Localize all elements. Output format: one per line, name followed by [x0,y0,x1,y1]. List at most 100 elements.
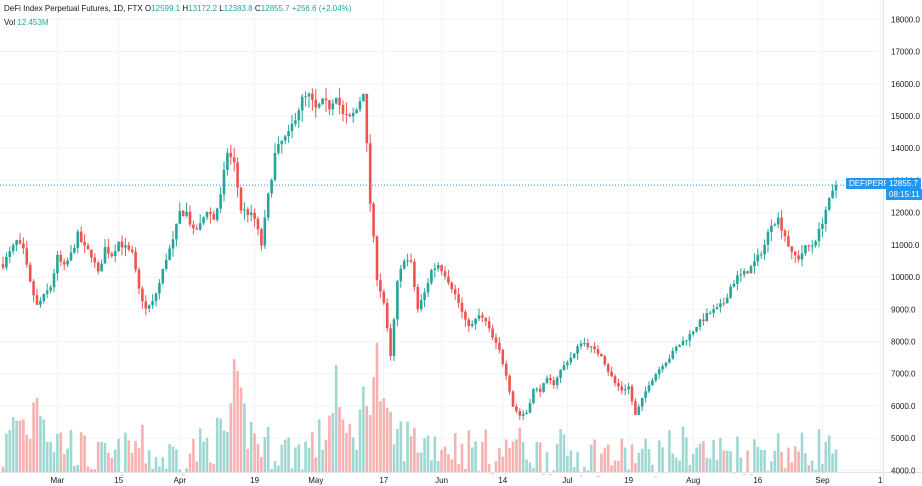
volume-bar [83,435,86,472]
volume-bar [49,441,52,472]
volume-bar [307,447,311,472]
volume-bar [549,474,552,476]
symbol-tag: DEFIPERP [846,178,893,189]
volume-bar [440,449,443,472]
volume-bar [392,444,396,472]
volume-bar [610,465,613,472]
candle-body [130,249,134,252]
candle-body [712,309,715,313]
candle-body [117,241,120,252]
volume-bar [753,439,756,472]
volume-bar [426,435,430,472]
candle-body [746,271,749,274]
candle-body [759,254,763,256]
candle-body [793,251,797,256]
volume-bar [328,415,331,472]
candle-body [239,187,243,211]
volume-bar [681,426,685,472]
volume-bar [39,415,42,472]
volume-bar [457,464,460,472]
candle-body [290,123,294,132]
candle-body [294,120,297,124]
volume-bar [226,431,229,472]
volume-bar [15,420,18,472]
volume-bar [552,470,556,472]
volume-bar [164,468,168,472]
volume-bar [215,417,219,472]
candle-body [219,194,222,209]
volume-bar [188,453,192,472]
x-tick-label: Sep [815,476,830,485]
volume-bar [287,437,290,472]
candle-body [406,260,409,262]
volume-bar [192,438,195,472]
candle-body [198,223,202,230]
volume-bar [691,454,695,472]
volume-bar [243,403,246,472]
candle-body [464,311,467,320]
volume-bar [746,450,749,472]
candle-body [69,252,73,261]
candle-body [79,231,83,242]
last-price-tag: 12855.7 [886,178,921,189]
candle-body [542,383,545,392]
candle-body [589,346,593,348]
candle-body [637,406,641,415]
volume-bar [433,436,437,472]
candle-body [103,247,107,264]
high-label: H [182,4,189,13]
candle-body [263,217,267,246]
volume-bar [151,468,154,472]
volume-bar [103,442,107,472]
candle-body [742,271,746,275]
candle-body [474,319,477,325]
candle-body [328,100,331,110]
candle-body [657,369,661,375]
candle-body [15,240,18,246]
change-value: +256.6 (+2.04%) [291,4,352,13]
y-tick-label: 10000.0 [891,273,920,282]
volume-bar [807,465,811,472]
candle-body [725,297,729,304]
volume-bar [617,460,620,472]
candle-body [59,254,63,262]
candle-body [76,231,80,248]
candle-body [681,340,685,346]
candle-body [491,328,494,338]
candle-body [158,283,161,294]
volume-bar [654,476,658,478]
candle-body [579,343,583,347]
x-tick-label: Apr [174,476,187,485]
candle-body [630,386,634,402]
x-tick-label: Mar [51,476,65,485]
volume-bar [756,446,760,472]
symbol-title[interactable]: DeFi Index Perpetual Futures, 1D, FTX [4,4,143,13]
volume-bar [311,432,314,472]
candle-body [192,224,195,229]
x-tick-label: 19 [250,476,259,485]
candle-body [355,109,358,113]
candle-body [205,211,209,218]
candle-body [715,307,719,310]
volume-bar [317,419,321,472]
time-axis: Mar 15 Apr 19 May 17 Jun 14 Jul 19 Aug 16 Sep 1 [51,476,883,485]
volume-bar [144,463,148,472]
candle-body [732,283,736,287]
candle-body [127,245,131,250]
volume-bar [253,433,256,472]
volume-bar [110,458,114,472]
volume-bar [447,454,450,472]
candle-body [484,317,488,322]
volume-bar [790,462,794,472]
volume-bar [739,457,743,472]
volume-bar [749,474,753,476]
volume-bar [154,457,158,472]
candle-body [610,371,613,377]
volume-bar [297,444,301,472]
candle-body [702,319,705,322]
volume-bar [382,398,386,472]
volume-bar [814,469,817,472]
candle-body [756,254,760,262]
volume-bar [219,418,222,472]
